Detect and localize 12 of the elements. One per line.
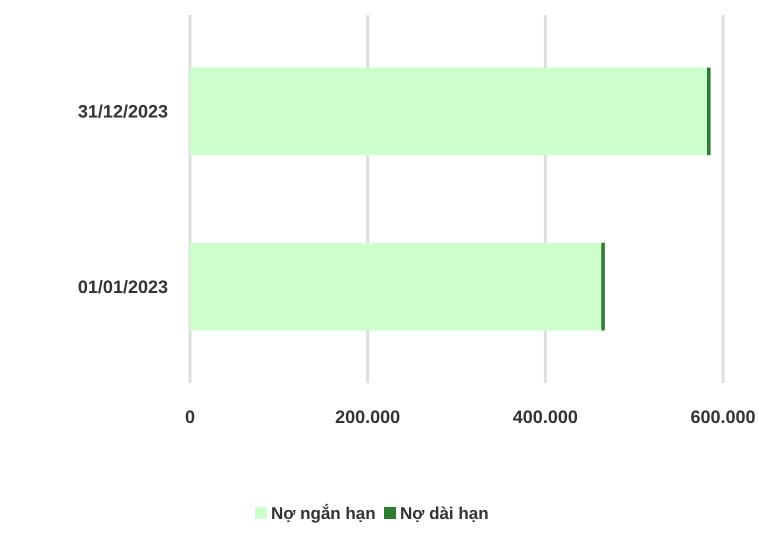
y-tick-label: 31/12/2023 [78, 102, 168, 122]
y-tick-label: 01/01/2023 [78, 276, 168, 297]
bar [601, 242, 605, 330]
legend-label: Nợ dài hạn [400, 504, 489, 523]
bar [707, 68, 711, 156]
bar [190, 68, 708, 156]
x-tick-label: 200.000 [335, 407, 400, 427]
bar [190, 242, 602, 330]
legend-label: Nợ ngắn hạn [271, 502, 376, 523]
x-tick-label: 400.000 [512, 407, 578, 427]
x-tick-label: 0 [184, 407, 196, 427]
x-tick-label: 600.000 [690, 407, 756, 427]
